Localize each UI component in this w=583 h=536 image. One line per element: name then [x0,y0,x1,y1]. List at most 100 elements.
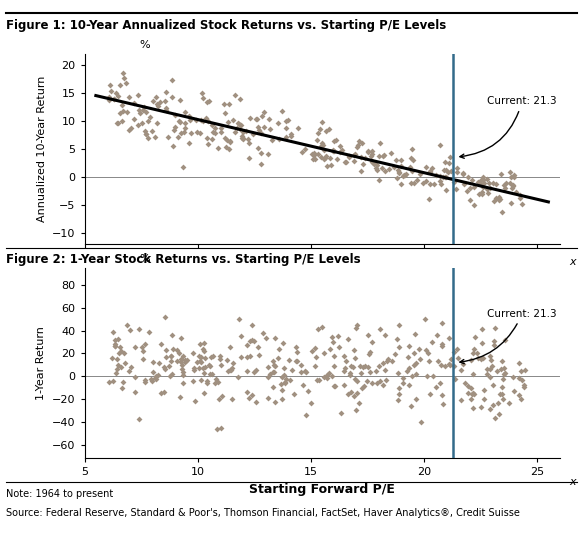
Point [375,325,385,333]
Point [411,369,420,378]
Point [436,177,445,185]
Point [173,346,182,354]
Point [135,108,145,117]
Point [476,180,486,188]
Point [225,366,234,374]
Point [380,167,389,176]
Point [308,155,318,163]
Point [317,323,326,331]
Point [449,177,459,186]
Point [422,371,431,380]
Point [118,107,128,115]
Point [312,136,322,145]
Point [319,155,329,163]
Point [192,358,202,366]
Point [135,415,144,423]
Point [199,389,208,398]
Point [153,119,162,128]
Point [113,118,122,127]
Point [119,349,128,358]
Point [368,158,377,166]
Point [468,390,477,398]
Point [356,368,366,377]
Point [496,364,505,373]
Point [114,349,123,358]
Point [200,368,209,377]
Point [282,375,291,383]
Point [486,356,496,364]
Point [441,166,451,175]
Point [335,343,344,352]
Point [194,363,203,372]
Point [491,194,500,203]
Point [459,180,469,188]
Point [450,375,459,384]
Point [170,126,179,135]
Point [449,348,459,356]
Point [416,418,426,426]
Point [490,414,499,423]
Point [130,388,139,396]
Point [202,134,211,143]
Point [352,388,361,397]
Point [191,397,200,406]
Point [415,169,424,178]
Point [292,357,301,366]
Point [511,188,520,196]
Point [463,173,473,181]
Point [344,152,353,161]
Point [224,145,234,154]
Point [245,337,255,346]
Point [269,357,278,366]
Point [437,319,447,327]
Point [129,114,138,123]
Point [135,106,144,115]
Point [508,182,518,190]
Point [115,108,125,117]
Point [373,161,382,169]
Point [311,154,320,163]
Point [424,357,433,366]
Point [181,118,190,127]
Point [223,367,233,375]
Point [486,184,495,192]
Point [320,154,329,162]
Point [263,373,272,381]
Point [238,132,247,141]
Point [367,152,376,161]
Point [447,167,456,175]
Point [396,155,406,164]
Point [412,359,421,368]
Point [394,321,403,329]
Point [281,124,290,132]
Point [446,355,455,363]
Point [310,362,319,370]
Point [330,382,339,390]
Point [500,183,510,192]
Point [111,89,121,98]
Point [515,194,525,203]
Point [435,141,444,150]
Point [333,332,343,341]
Point [144,328,153,337]
Point [440,362,449,370]
Point [121,78,131,87]
Point [220,109,230,117]
Point [307,150,317,158]
Point [143,134,153,143]
Point [278,394,287,403]
Point [310,151,319,159]
Point [472,349,482,358]
Point [205,370,215,378]
Point [300,367,310,376]
Point [310,344,319,352]
Point [236,332,245,340]
Point [267,136,276,144]
Point [227,366,236,374]
Text: %: % [139,40,150,50]
Point [466,395,476,404]
Point [445,159,454,168]
Point [477,355,486,363]
Point [483,188,493,197]
Point [317,118,326,126]
